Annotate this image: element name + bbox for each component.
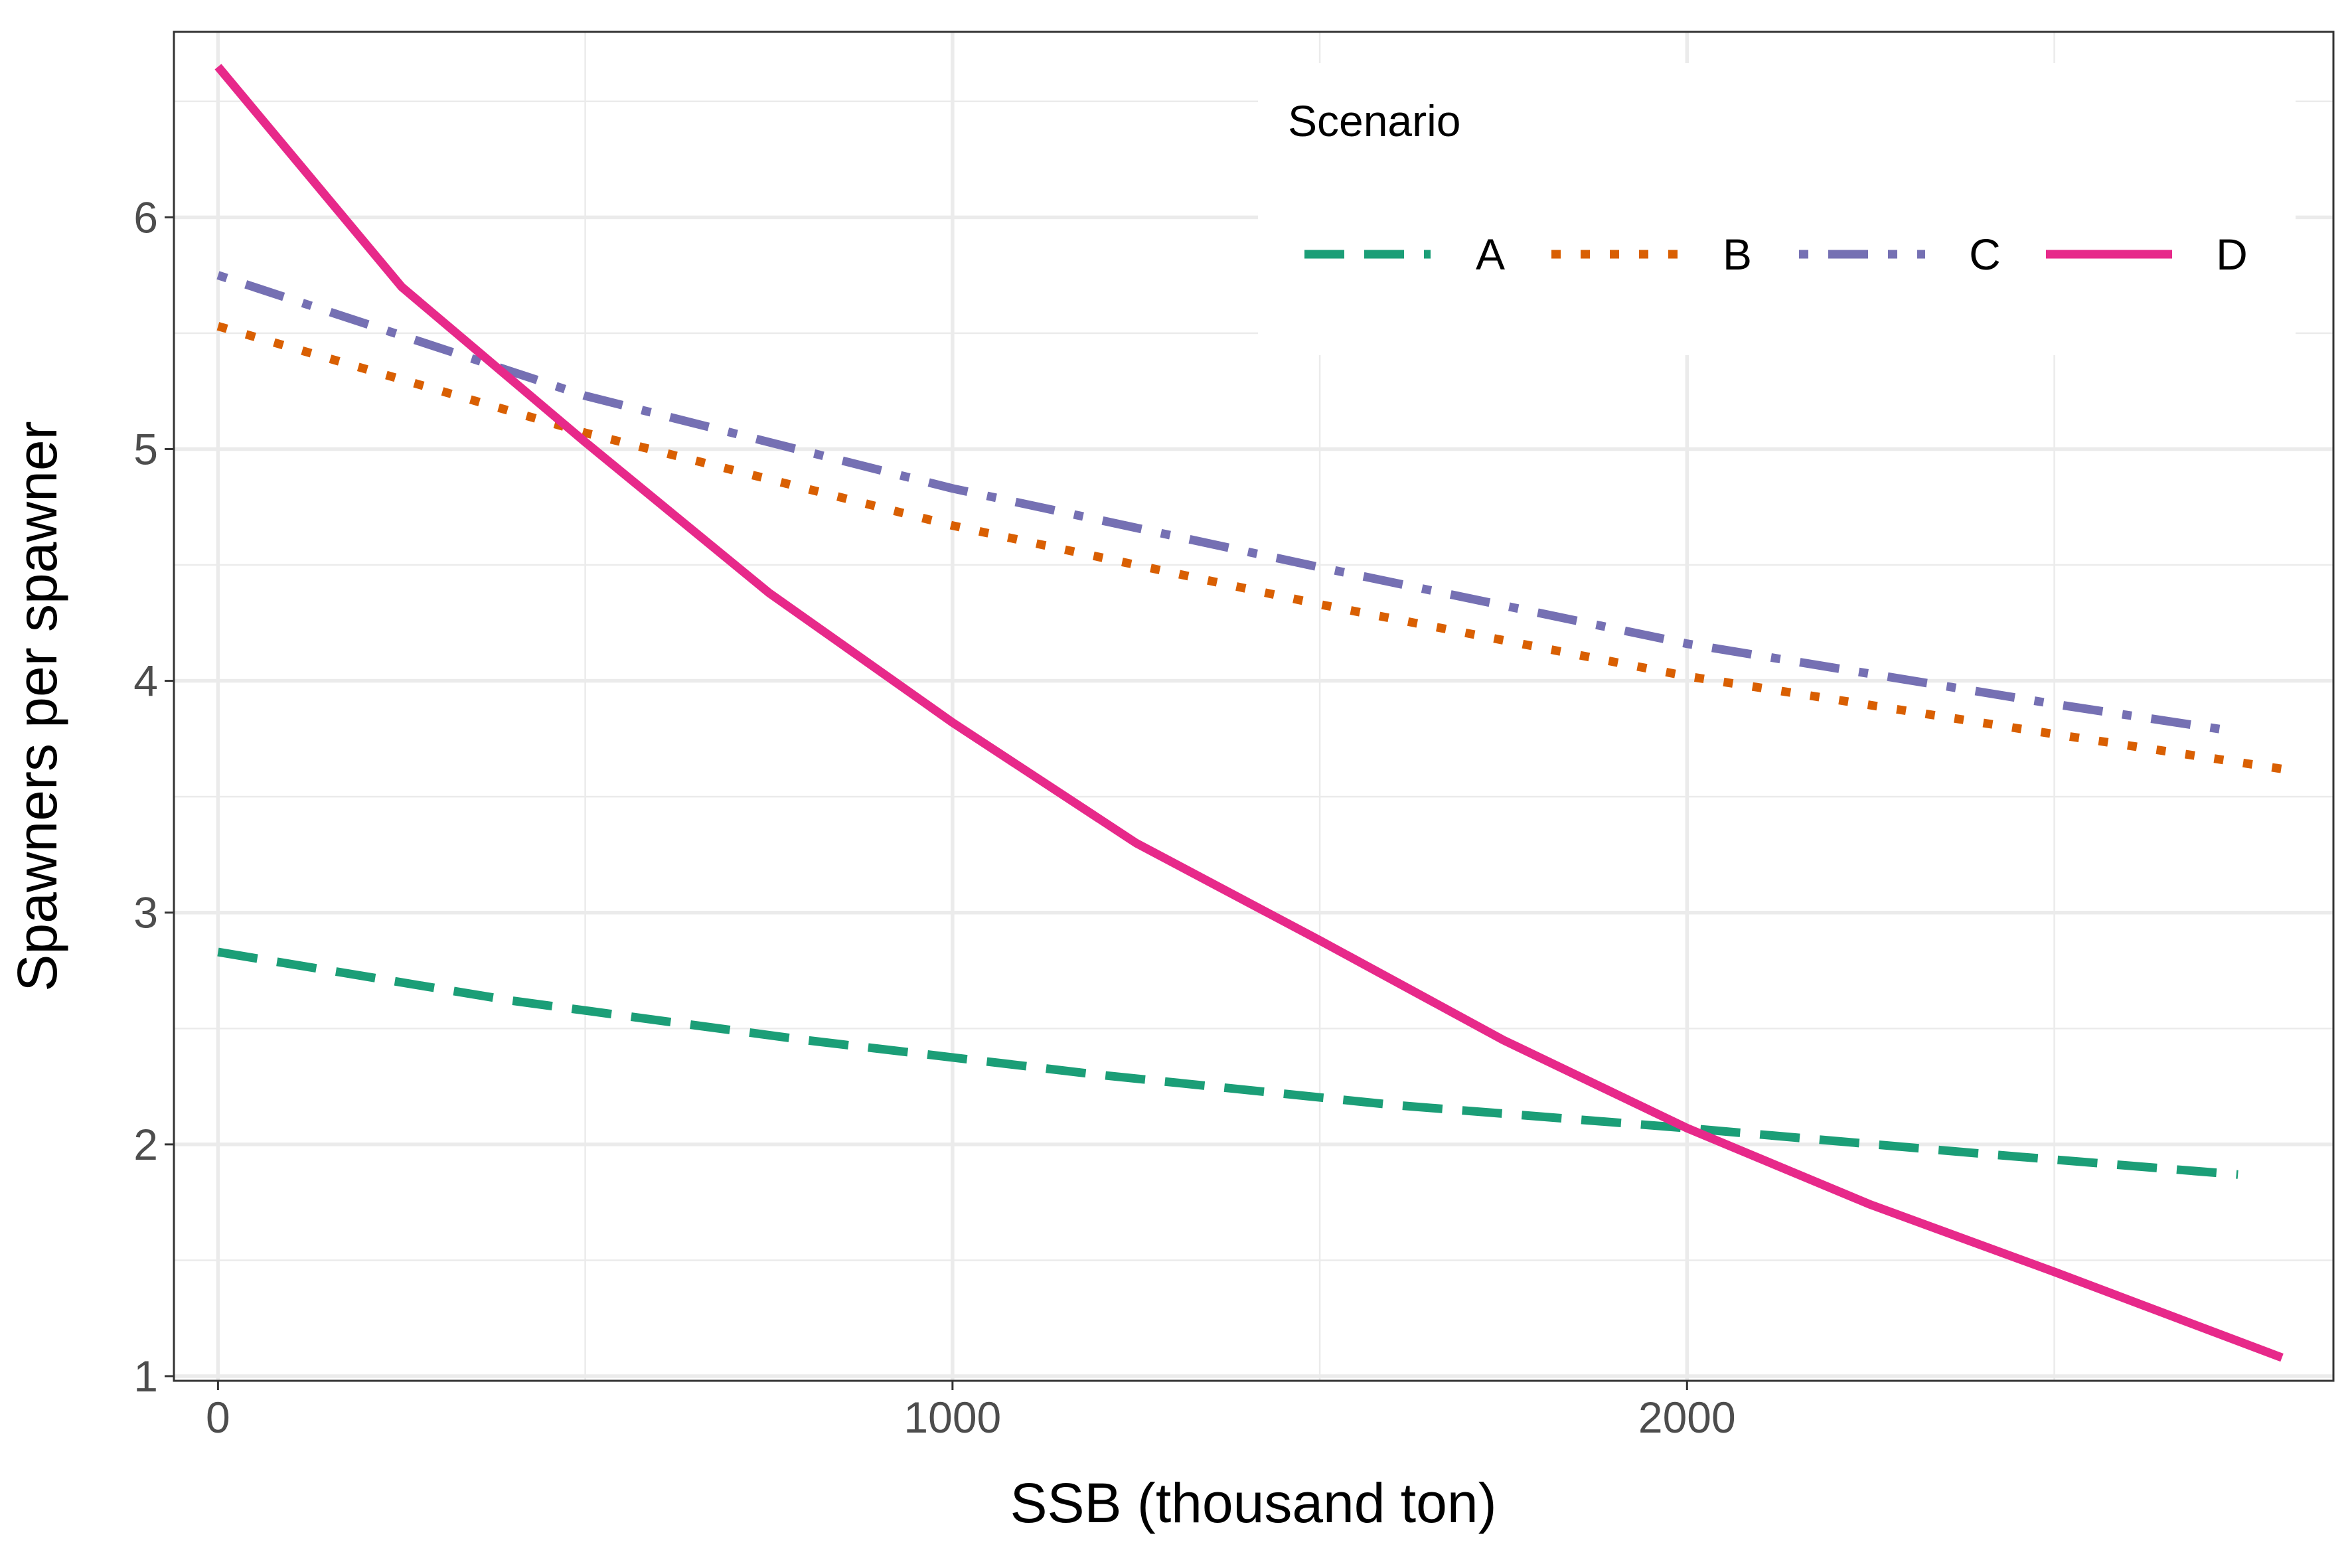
legend-label-c: C: [1969, 230, 2001, 279]
x-axis-title: SSB (thousand ton): [1010, 1472, 1496, 1534]
y-axis-title: Spawners per spawner: [6, 421, 68, 991]
y-tick-label: 3: [133, 888, 158, 937]
series-line-a: [217, 947, 2238, 1179]
y-tick-label: 1: [133, 1352, 158, 1401]
legend: Scenario A B C D: [1258, 63, 2296, 355]
y-tick-label: 4: [133, 657, 158, 706]
plot-border: [173, 31, 2335, 1382]
x-tick-label: 1000: [903, 1393, 1001, 1442]
legend-label-d: D: [2216, 230, 2248, 279]
series-line-d: [214, 64, 2284, 1362]
y-tick-label: 2: [133, 1120, 158, 1169]
legend-label-b: B: [1723, 230, 1752, 279]
axes: 0 1000 2000 1 2 3 4 5 6: [133, 193, 1735, 1442]
series-line-b: [216, 322, 2283, 773]
x-tick-label: 0: [206, 1393, 230, 1442]
x-tick-label: 2000: [1638, 1393, 1736, 1442]
legend-label-a: A: [1476, 230, 1505, 279]
legend-box: [1258, 63, 2296, 355]
series-line-c: [216, 271, 2239, 736]
y-tick-label: 5: [133, 424, 158, 473]
y-tick-label: 6: [133, 193, 158, 242]
series-lines: [214, 64, 2284, 1362]
legend-title: Scenario: [1288, 96, 1461, 145]
